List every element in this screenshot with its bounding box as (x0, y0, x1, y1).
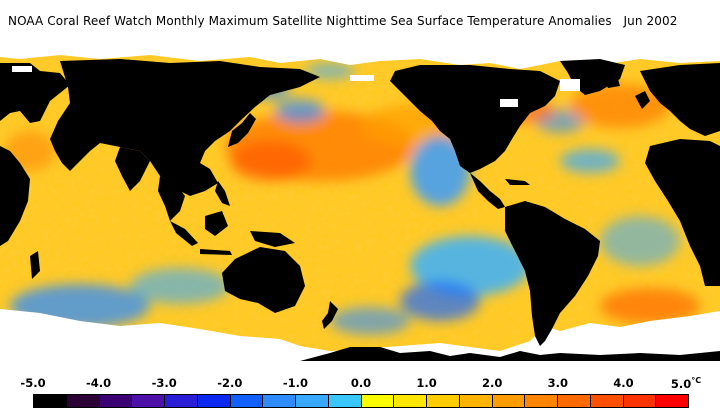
europe-west-land (0, 63, 70, 123)
colorbar-swatch (394, 395, 427, 407)
map-title: NOAA Coral Reef Watch Monthly Maximum Sa… (8, 14, 712, 28)
south-america-land (505, 201, 600, 346)
colorbar-swatch (34, 395, 67, 407)
colorbar-tick-label: -2.0 (217, 376, 243, 390)
colorbar-swatch (99, 395, 133, 407)
java-land (200, 249, 232, 255)
arctic-ice (0, 51, 720, 69)
title-date: Jun 2002 (623, 14, 678, 28)
landmasses (0, 59, 720, 346)
colorbar-swatch (590, 395, 624, 407)
north-america-land (390, 65, 560, 173)
colorbar-swatch (263, 395, 296, 407)
colorbar-tick-label: -4.0 (86, 376, 112, 390)
sumatra-land (170, 221, 198, 246)
colorbar (33, 394, 689, 408)
caribbean-islands (505, 179, 530, 185)
colorbar-unit: °C (691, 376, 702, 385)
colorbar-tick-label: 1.0 (416, 376, 437, 390)
colorbar-swatch (558, 395, 591, 407)
indochina-land (158, 176, 185, 221)
colorbar-tick-label: 5.0°C (670, 376, 702, 391)
colorbar-tick-label: 4.0 (613, 376, 634, 390)
antarctica-land (300, 347, 720, 361)
colorbar-swatch (525, 395, 558, 407)
colorbar-tick-labels: -5.0 -4.0 -3.0 -2.0 -1.0 0.0 1.0 2.0 3.0 4.0 5.0°C (0, 376, 720, 392)
colorbar-tick-label: -1.0 (282, 376, 308, 390)
colorbar-swatch (328, 395, 362, 407)
title-text: NOAA Coral Reef Watch Monthly Maximum Sa… (8, 14, 612, 28)
antarctica-ice (0, 309, 720, 361)
colorbar-tick-label: 0.0 (350, 376, 372, 390)
central-america-land (470, 173, 505, 209)
africa-east-land (0, 146, 30, 246)
iceland-land (605, 79, 620, 88)
colorbar-tick-label: 2.0 (482, 376, 503, 390)
colorbar-swatch (361, 395, 395, 407)
colorbar-swatch (165, 395, 198, 407)
colorbar-swatch (66, 395, 100, 407)
sst-anomaly-map (0, 51, 720, 361)
colorbar-swatch (623, 395, 657, 407)
colorbar-tick-label: -3.0 (151, 376, 177, 390)
colorbar-swatch (132, 395, 165, 407)
colorbar-swatch (230, 395, 264, 407)
asia-land (50, 59, 320, 196)
europe-east-land (640, 63, 720, 136)
colorbar-swatch (296, 395, 329, 407)
colorbar-swatch (492, 395, 526, 407)
colorbar-swatch (197, 395, 231, 407)
philippines-land (215, 181, 230, 206)
colorbar-swatch (656, 395, 688, 407)
new-guinea-land (250, 231, 295, 247)
colorbar-swatch (427, 395, 460, 407)
colorbar-swatch (459, 395, 493, 407)
madagascar-land (30, 251, 40, 279)
no-data-areas (12, 66, 580, 107)
australia-land (222, 247, 305, 313)
india-land (115, 147, 150, 191)
british-isles-land (635, 91, 650, 109)
colorbar-tick-label: 3.0 (547, 376, 568, 390)
colorbar-tick-label: -5.0 (20, 376, 46, 390)
japan-land (228, 113, 256, 147)
new-zealand-land (322, 301, 338, 329)
world-map-svg (0, 51, 720, 361)
borneo-land (205, 211, 228, 236)
africa-west-land (645, 139, 720, 286)
